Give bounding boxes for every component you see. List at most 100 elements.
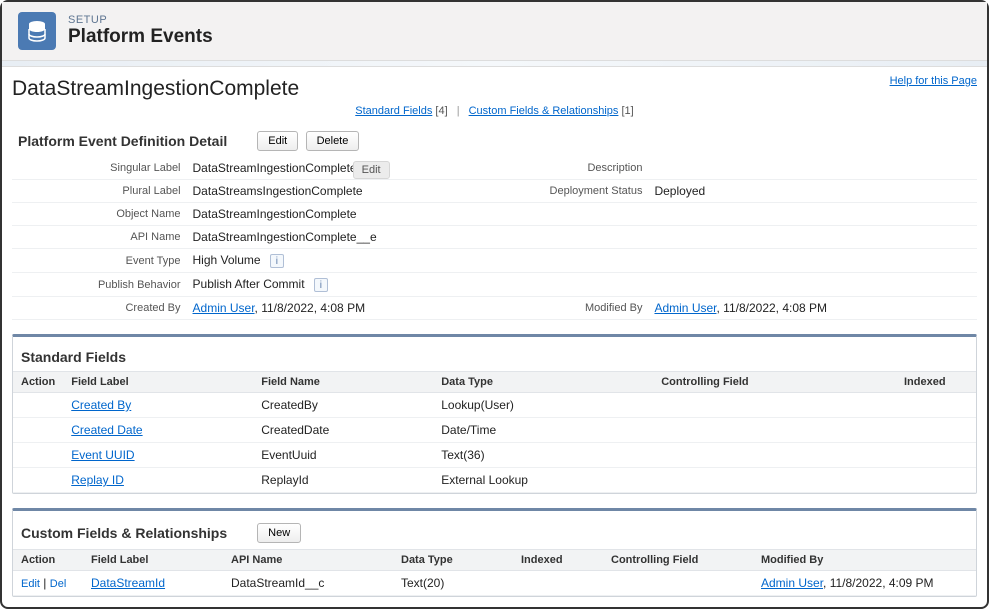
created-by-user-link[interactable]: Admin User: [193, 301, 255, 315]
edit-link[interactable]: Edit: [21, 578, 40, 590]
standard-fields-title: Standard Fields: [21, 349, 126, 365]
cell-field-name: CreatedBy: [253, 393, 433, 418]
table-row: Edit | Del DataStreamId DataStreamId__cTex…: [13, 571, 976, 596]
info-icon[interactable]: i: [314, 278, 328, 292]
field-label-link[interactable]: Created Date: [71, 423, 142, 437]
cell-field-name: EventUuid: [253, 443, 433, 468]
cell-controlling: [603, 571, 753, 596]
col-action: Action: [13, 550, 83, 571]
cell-field-name: CreatedDate: [253, 418, 433, 443]
label-singular: Singular Label: [12, 157, 187, 180]
anchor-custom-fields[interactable]: Custom Fields & Relationships: [469, 105, 619, 117]
page-title: DataStreamIngestionComplete: [12, 77, 299, 101]
modified-by-ts: , 11/8/2022, 4:09 PM: [823, 576, 934, 590]
field-label-link[interactable]: DataStreamId: [91, 576, 165, 590]
label-plural: Plural Label: [12, 180, 187, 203]
cell-indexed: [896, 468, 976, 493]
col-data-type: Data Type: [393, 550, 513, 571]
val-object-name: DataStreamIngestionComplete: [187, 203, 516, 226]
table-row: Event UUID EventUuidText(36): [13, 443, 976, 468]
field-label-link[interactable]: Created By: [71, 398, 131, 412]
cell-field-name: ReplayId: [253, 468, 433, 493]
label-api-name: API Name: [12, 226, 187, 249]
del-link[interactable]: Del: [50, 578, 67, 590]
header-title: Platform Events: [68, 26, 213, 48]
edit-button[interactable]: Edit: [257, 131, 298, 151]
cell-field-label: Created Date: [63, 418, 253, 443]
cell-indexed: [896, 418, 976, 443]
col-api-name: API Name: [223, 550, 393, 571]
cell-field-label: Replay ID: [63, 468, 253, 493]
cell-controlling: [653, 418, 896, 443]
anchor-standard-count: [4]: [435, 105, 447, 117]
col-field-label: Field Label: [63, 372, 253, 393]
cell-field-label: Created By: [63, 393, 253, 418]
cell-action: [13, 418, 63, 443]
page-titlebar: DataStreamIngestionComplete Help for thi…: [12, 73, 977, 103]
help-link[interactable]: Help for this Page: [890, 75, 977, 87]
content: DataStreamIngestionComplete Help for thi…: [2, 67, 987, 607]
col-field-name: Field Name: [253, 372, 433, 393]
cell-indexed: [513, 571, 603, 596]
col-indexed: Indexed: [513, 550, 603, 571]
val-deployment-status: Deployed: [648, 180, 977, 203]
val-event-type: High Volume i: [187, 249, 516, 273]
cell-data-type: Text(36): [433, 443, 653, 468]
custom-fields-panel: Custom Fields & Relationships New Action…: [12, 508, 977, 597]
cell-field-label: Event UUID: [63, 443, 253, 468]
info-icon[interactable]: i: [270, 254, 284, 268]
cell-data-type: Date/Time: [433, 418, 653, 443]
cell-indexed: [896, 393, 976, 418]
cell-controlling: [653, 443, 896, 468]
modified-by-ts: , 11/8/2022, 4:08 PM: [717, 301, 828, 315]
detail-btn-row: Edit Delete: [257, 131, 363, 151]
label-publish-behavior: Publish Behavior: [12, 273, 187, 297]
cell-data-type: External Lookup: [433, 468, 653, 493]
col-field-label: Field Label: [83, 550, 223, 571]
col-modified-by: Modified By: [753, 550, 976, 571]
cell-data-type: Text(20): [393, 571, 513, 596]
val-modified-by: Admin User, 11/8/2022, 4:08 PM: [648, 297, 977, 320]
val-description: [648, 157, 977, 180]
val-created-by: Admin User, 11/8/2022, 4:08 PM: [187, 297, 516, 320]
label-object-name: Object Name: [12, 203, 187, 226]
cell-controlling: [653, 468, 896, 493]
cell-action: [13, 443, 63, 468]
header-eyebrow: SETUP: [68, 14, 213, 26]
table-row: Replay ID ReplayIdExternal Lookup: [13, 468, 976, 493]
val-plural: DataStreamsIngestionComplete: [187, 180, 516, 203]
label-event-type: Event Type: [12, 249, 187, 273]
cell-api-name: DataStreamId__c: [223, 571, 393, 596]
action-sep: |: [40, 576, 50, 590]
custom-fields-title: Custom Fields & Relationships: [21, 525, 227, 541]
cell-action: [13, 468, 63, 493]
field-label-link[interactable]: Event UUID: [71, 448, 134, 462]
col-indexed: Indexed: [896, 372, 976, 393]
detail-table: Singular Label DataStreamIngestionComple…: [12, 157, 977, 320]
cell-controlling: [653, 393, 896, 418]
header-titles: SETUP Platform Events: [68, 14, 213, 48]
standard-fields-panel: Standard Fields Action Field Label Field…: [12, 334, 977, 494]
anchor-sep: |: [457, 105, 460, 117]
modified-by-link[interactable]: Admin User: [761, 576, 823, 590]
cell-data-type: Lookup(User): [433, 393, 653, 418]
val-publish-behavior: Publish After Commit i: [187, 273, 516, 297]
val-singular-text: DataStreamIngestionComplete: [193, 161, 357, 175]
cell-action: Edit | Del: [13, 571, 83, 596]
header: SETUP Platform Events: [2, 2, 987, 61]
created-by-ts: , 11/8/2022, 4:08 PM: [255, 301, 366, 315]
anchor-custom-count: [1]: [621, 105, 633, 117]
label-modified-by: Modified By: [515, 297, 648, 320]
inline-edit-tooltip[interactable]: Edit: [353, 161, 390, 179]
anchor-links: Standard Fields [4] | Custom Fields & Re…: [12, 105, 977, 117]
platform-events-icon: [18, 12, 56, 50]
detail-section-bar: Platform Event Definition Detail Edit De…: [12, 127, 977, 155]
field-label-link[interactable]: Replay ID: [71, 473, 124, 487]
anchor-standard-fields[interactable]: Standard Fields: [355, 105, 432, 117]
new-button[interactable]: New: [257, 523, 301, 543]
col-controlling: Controlling Field: [653, 372, 896, 393]
val-event-type-text: High Volume: [193, 253, 261, 267]
cell-modified-by: Admin User, 11/8/2022, 4:09 PM: [753, 571, 976, 596]
delete-button[interactable]: Delete: [306, 131, 360, 151]
modified-by-user-link[interactable]: Admin User: [654, 301, 716, 315]
